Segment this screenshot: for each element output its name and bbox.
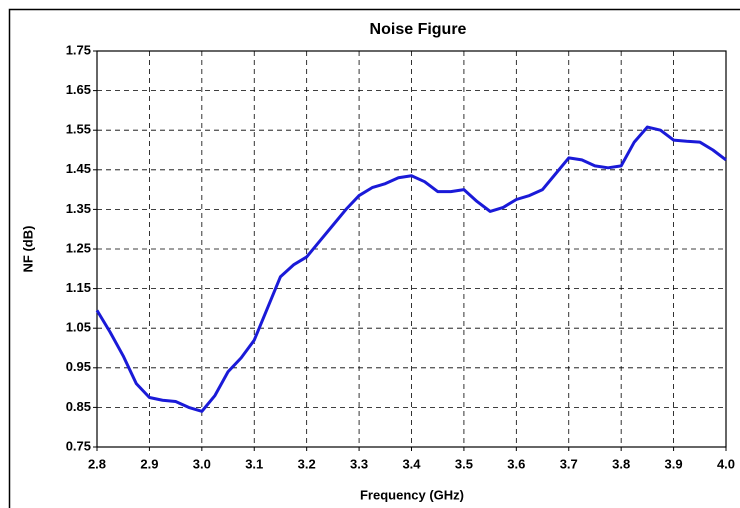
frame [8,8,740,508]
x-tick-label: 3.1 [245,456,263,471]
x-tick-label: 3.2 [298,456,316,471]
y-tick-label: 1.65 [66,82,91,97]
x-tick-label: 3.5 [455,456,473,471]
x-tick-label: 4.0 [717,456,735,471]
y-tick-label: 1.25 [66,240,91,255]
y-tick-label: 1.45 [66,161,91,176]
y-tick-label: 1.75 [66,42,91,57]
x-tick-label: 2.8 [88,456,106,471]
x-tick-label: 2.9 [140,456,158,471]
x-tick-label: 3.6 [507,456,525,471]
y-tick-label: 1.35 [66,201,91,216]
x-tick-label: 3.7 [560,456,578,471]
x-axis-label: Frequency (GHz) [360,487,464,502]
x-tick-label: 3.8 [612,456,630,471]
y-axis-label: NF (dB) [20,226,35,273]
x-tick-label: 3.9 [665,456,683,471]
y-tick-label: 0.85 [66,399,91,414]
data-line [95,125,727,413]
x-tick-label: 3.4 [402,456,421,471]
y-tick-label: 1.05 [66,320,91,335]
x-tick-label: 3.0 [193,456,211,471]
y-tick-label: 1.55 [66,122,91,137]
y-tick-label: 0.95 [66,359,91,374]
chart-title: Noise Figure [370,21,467,38]
y-tick-label: 0.75 [66,438,91,453]
x-tick-label: 3.3 [350,456,368,471]
plot-border [96,50,727,448]
y-tick-label: 1.15 [66,280,91,295]
